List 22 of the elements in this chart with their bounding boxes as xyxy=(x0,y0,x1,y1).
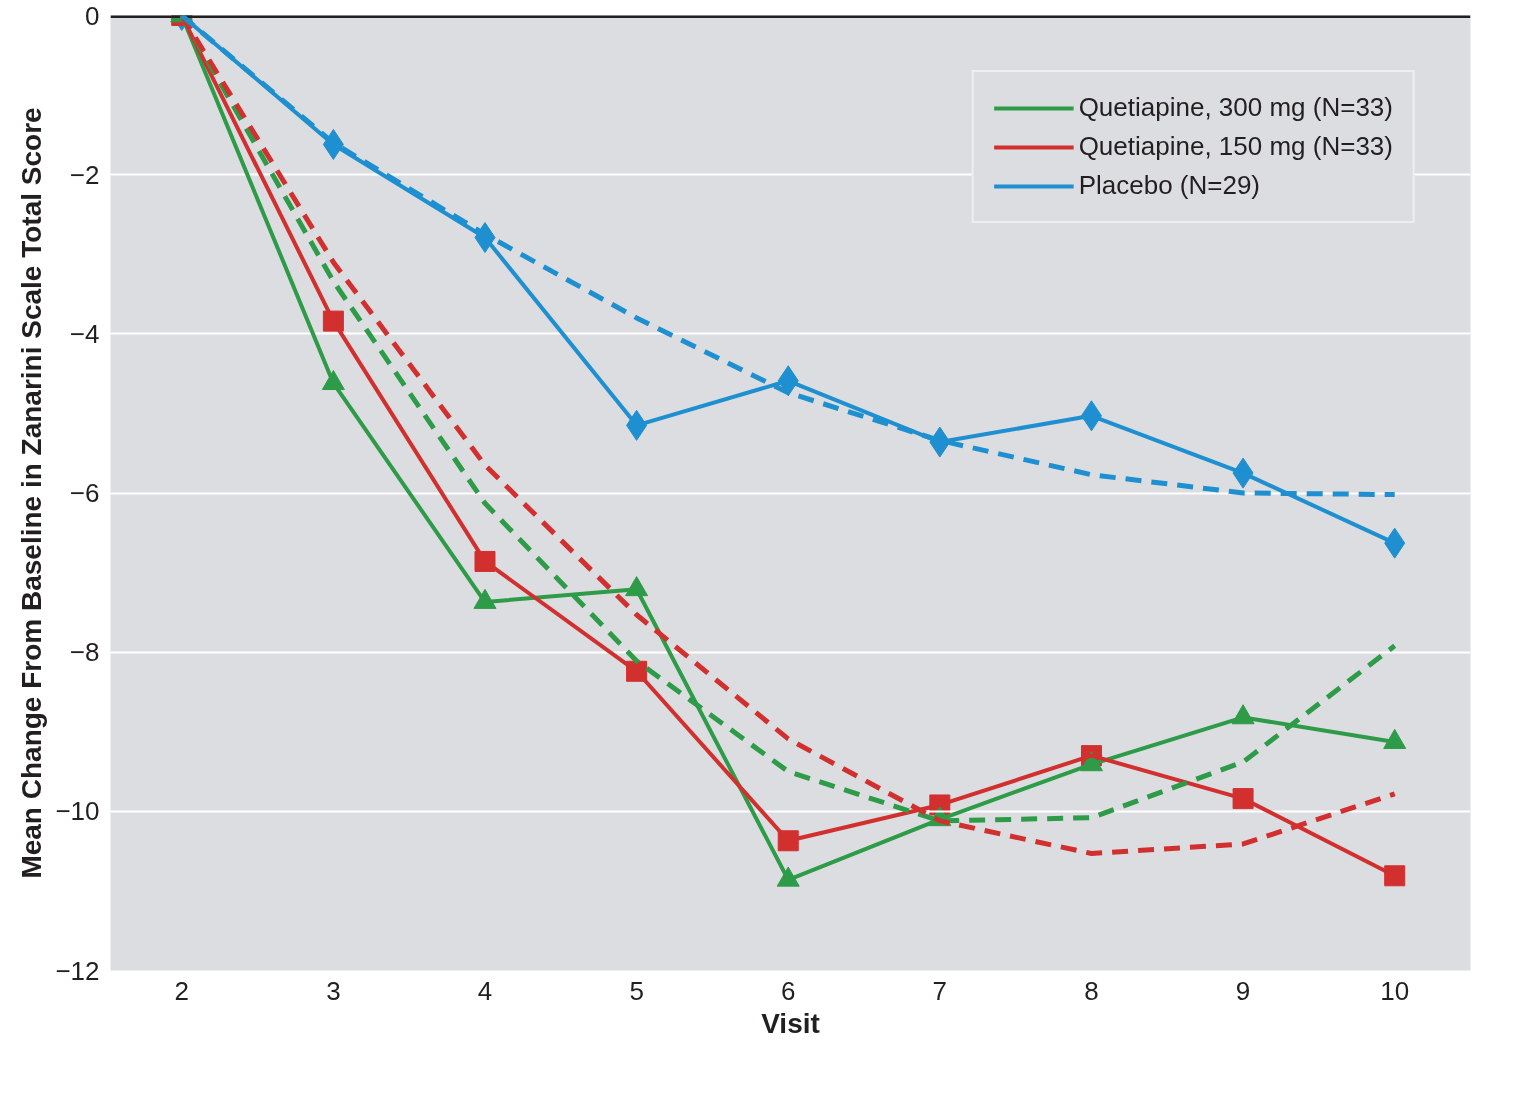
x-tick-label: 9 xyxy=(1235,975,1251,1006)
x-tick-label: 2 xyxy=(174,975,189,1006)
x-tick-label: 3 xyxy=(326,975,341,1006)
y-tick-label: −10 xyxy=(55,796,100,827)
x-tick-label: 6 xyxy=(781,975,796,1006)
x-tick-label: 5 xyxy=(629,975,644,1006)
x-tick-label: 8 xyxy=(1084,975,1099,1006)
y-tick-label: −4 xyxy=(69,318,100,349)
y-tick-label: −8 xyxy=(69,637,100,668)
y-axis-title: Mean Change From Baseline in Zanarini Scale Total Score xyxy=(16,107,48,879)
point xyxy=(1383,728,1407,749)
y-tick-label: −12 xyxy=(55,955,100,986)
y-tick-label: 0 xyxy=(85,0,100,31)
legend-label: Quetiapine, 150 mg (N=33) xyxy=(1078,131,1393,162)
y-tick-label: −2 xyxy=(69,159,100,190)
x-axis-title: Visit xyxy=(761,1007,820,1039)
x-tick-label: 10 xyxy=(1380,975,1410,1006)
legend-label: Placebo (N=29) xyxy=(1078,170,1261,201)
x-tick-label: 7 xyxy=(932,975,948,1006)
x-tick-label: 4 xyxy=(477,975,493,1006)
legend-label: Quetiapine, 300 mg (N=33) xyxy=(1078,92,1393,123)
y-tick-label: −6 xyxy=(69,478,100,508)
